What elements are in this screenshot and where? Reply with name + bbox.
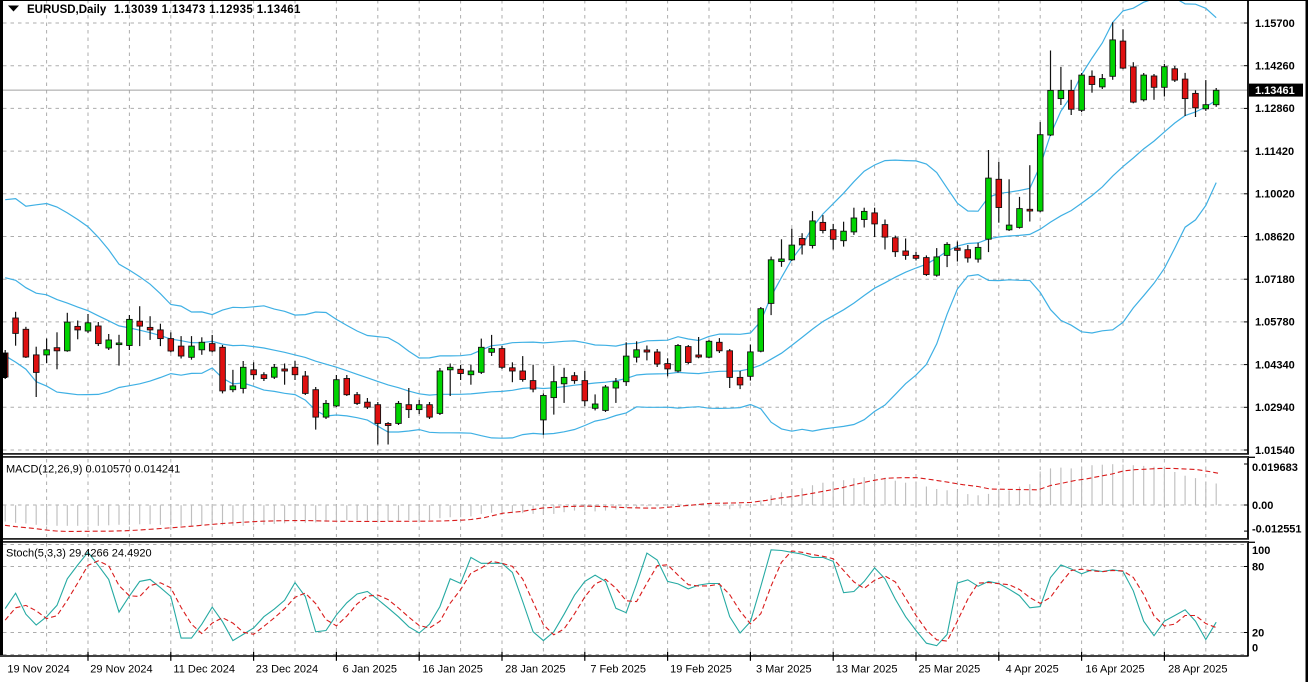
svg-text:100: 100 bbox=[1252, 545, 1270, 557]
svg-text:7 Feb 2025: 7 Feb 2025 bbox=[590, 664, 646, 676]
svg-text:1.15700: 1.15700 bbox=[1255, 18, 1295, 30]
svg-text:80: 80 bbox=[1252, 561, 1264, 573]
svg-text:6 Jan 2025: 6 Jan 2025 bbox=[343, 664, 397, 676]
svg-text:0: 0 bbox=[1252, 643, 1258, 655]
svg-text:19 Nov 2024: 19 Nov 2024 bbox=[7, 664, 69, 676]
svg-text:1.07180: 1.07180 bbox=[1255, 274, 1295, 286]
svg-text:Stoch(5,3,3) 29.4266 24.4920: Stoch(5,3,3) 29.4266 24.4920 bbox=[6, 548, 152, 560]
svg-text:16 Jan 2025: 16 Jan 2025 bbox=[422, 664, 483, 676]
svg-text:EURUSD,Daily: EURUSD,Daily bbox=[27, 4, 107, 16]
svg-text:11 Dec 2024: 11 Dec 2024 bbox=[173, 664, 235, 676]
svg-text:28 Apr 2025: 28 Apr 2025 bbox=[1168, 664, 1227, 676]
svg-text:3 Mar 2025: 3 Mar 2025 bbox=[756, 664, 812, 676]
svg-text:19 Feb 2025: 19 Feb 2025 bbox=[670, 664, 732, 676]
svg-text:16 Apr 2025: 16 Apr 2025 bbox=[1085, 664, 1144, 676]
svg-text:1.11420: 1.11420 bbox=[1255, 146, 1294, 158]
svg-text:23 Dec 2024: 23 Dec 2024 bbox=[256, 664, 318, 676]
svg-text:29 Nov 2024: 29 Nov 2024 bbox=[90, 664, 152, 676]
svg-text:28 Jan 2025: 28 Jan 2025 bbox=[505, 664, 566, 676]
svg-text:1.02940: 1.02940 bbox=[1255, 402, 1295, 414]
svg-text:0.00: 0.00 bbox=[1252, 500, 1273, 512]
svg-text:1.04340: 1.04340 bbox=[1255, 359, 1295, 371]
svg-text:1.05780: 1.05780 bbox=[1255, 317, 1295, 329]
svg-text:13 Mar 2025: 13 Mar 2025 bbox=[836, 664, 898, 676]
svg-text:1.13039 1.13473 1.12935 1.1346: 1.13039 1.13473 1.12935 1.13461 bbox=[114, 4, 301, 16]
svg-text:1.10020: 1.10020 bbox=[1255, 189, 1295, 201]
svg-text:1.14260: 1.14260 bbox=[1255, 61, 1295, 73]
svg-text:1.08620: 1.08620 bbox=[1255, 231, 1295, 243]
svg-text:25 Mar 2025: 25 Mar 2025 bbox=[919, 664, 981, 676]
svg-text:1.12860: 1.12860 bbox=[1255, 103, 1295, 115]
svg-text:1.01540: 1.01540 bbox=[1255, 445, 1295, 457]
svg-text:-0.012551: -0.012551 bbox=[1252, 523, 1302, 535]
svg-text:4 Apr 2025: 4 Apr 2025 bbox=[1006, 664, 1059, 676]
svg-text:0.019683: 0.019683 bbox=[1252, 462, 1298, 474]
svg-text:MACD(12,26,9) 0.010570 0.01424: MACD(12,26,9) 0.010570 0.014241 bbox=[6, 464, 180, 476]
svg-text:20: 20 bbox=[1252, 627, 1264, 639]
svg-text:1.13461: 1.13461 bbox=[1255, 85, 1295, 97]
